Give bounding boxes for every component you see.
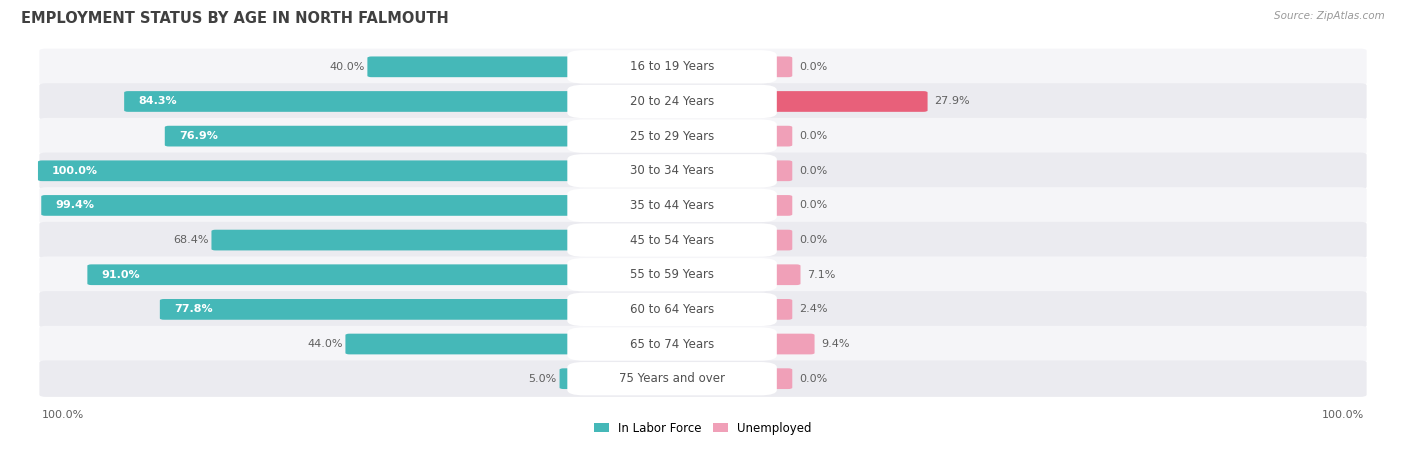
Text: 99.4%: 99.4% bbox=[55, 200, 94, 211]
Text: 75 Years and over: 75 Years and over bbox=[619, 372, 725, 385]
FancyBboxPatch shape bbox=[748, 299, 793, 320]
FancyBboxPatch shape bbox=[748, 195, 793, 216]
Text: 55 to 59 Years: 55 to 59 Years bbox=[630, 268, 714, 281]
FancyBboxPatch shape bbox=[748, 230, 793, 251]
FancyBboxPatch shape bbox=[748, 160, 793, 181]
FancyBboxPatch shape bbox=[38, 160, 596, 181]
Text: 0.0%: 0.0% bbox=[799, 166, 828, 176]
Text: 0.0%: 0.0% bbox=[799, 62, 828, 72]
FancyBboxPatch shape bbox=[748, 91, 928, 112]
FancyBboxPatch shape bbox=[124, 91, 596, 112]
FancyBboxPatch shape bbox=[748, 56, 793, 77]
FancyBboxPatch shape bbox=[165, 126, 596, 147]
Text: 27.9%: 27.9% bbox=[935, 96, 970, 107]
Text: 65 to 74 Years: 65 to 74 Years bbox=[630, 338, 714, 351]
FancyBboxPatch shape bbox=[39, 360, 1367, 397]
Text: 100.0%: 100.0% bbox=[52, 166, 98, 176]
FancyBboxPatch shape bbox=[567, 154, 776, 188]
Text: 60 to 64 Years: 60 to 64 Years bbox=[630, 303, 714, 316]
FancyBboxPatch shape bbox=[560, 368, 596, 389]
Text: EMPLOYMENT STATUS BY AGE IN NORTH FALMOUTH: EMPLOYMENT STATUS BY AGE IN NORTH FALMOU… bbox=[21, 11, 449, 26]
Text: 9.4%: 9.4% bbox=[821, 339, 851, 349]
FancyBboxPatch shape bbox=[39, 49, 1367, 85]
FancyBboxPatch shape bbox=[567, 258, 776, 292]
FancyBboxPatch shape bbox=[39, 256, 1367, 293]
Text: 45 to 54 Years: 45 to 54 Years bbox=[630, 234, 714, 247]
FancyBboxPatch shape bbox=[39, 153, 1367, 189]
FancyBboxPatch shape bbox=[567, 223, 776, 257]
FancyBboxPatch shape bbox=[39, 326, 1367, 362]
FancyBboxPatch shape bbox=[367, 56, 596, 77]
Text: 16 to 19 Years: 16 to 19 Years bbox=[630, 60, 714, 73]
Text: 84.3%: 84.3% bbox=[138, 96, 177, 107]
Text: 44.0%: 44.0% bbox=[307, 339, 343, 349]
FancyBboxPatch shape bbox=[39, 83, 1367, 120]
FancyBboxPatch shape bbox=[87, 264, 596, 285]
FancyBboxPatch shape bbox=[567, 189, 776, 222]
Text: 100.0%: 100.0% bbox=[42, 410, 84, 419]
Text: 25 to 29 Years: 25 to 29 Years bbox=[630, 130, 714, 143]
Text: 76.9%: 76.9% bbox=[179, 131, 218, 141]
FancyBboxPatch shape bbox=[567, 327, 776, 361]
FancyBboxPatch shape bbox=[39, 118, 1367, 154]
FancyBboxPatch shape bbox=[160, 299, 596, 320]
FancyBboxPatch shape bbox=[39, 291, 1367, 328]
Text: 0.0%: 0.0% bbox=[799, 374, 828, 384]
Text: 2.4%: 2.4% bbox=[799, 304, 828, 315]
Text: 7.1%: 7.1% bbox=[807, 270, 837, 280]
Text: 0.0%: 0.0% bbox=[799, 235, 828, 245]
Text: Source: ZipAtlas.com: Source: ZipAtlas.com bbox=[1274, 11, 1385, 21]
Text: 91.0%: 91.0% bbox=[101, 270, 141, 280]
FancyBboxPatch shape bbox=[567, 50, 776, 84]
Text: 100.0%: 100.0% bbox=[1322, 410, 1364, 419]
Text: 40.0%: 40.0% bbox=[329, 62, 364, 72]
Text: 0.0%: 0.0% bbox=[799, 131, 828, 141]
FancyBboxPatch shape bbox=[567, 119, 776, 153]
FancyBboxPatch shape bbox=[567, 85, 776, 118]
Legend: In Labor Force, Unemployed: In Labor Force, Unemployed bbox=[589, 417, 817, 440]
FancyBboxPatch shape bbox=[39, 187, 1367, 224]
Text: 20 to 24 Years: 20 to 24 Years bbox=[630, 95, 714, 108]
FancyBboxPatch shape bbox=[39, 222, 1367, 258]
Text: 35 to 44 Years: 35 to 44 Years bbox=[630, 199, 714, 212]
FancyBboxPatch shape bbox=[41, 195, 596, 216]
Text: 0.0%: 0.0% bbox=[799, 200, 828, 211]
Text: 68.4%: 68.4% bbox=[173, 235, 208, 245]
FancyBboxPatch shape bbox=[748, 126, 793, 147]
FancyBboxPatch shape bbox=[748, 333, 814, 355]
FancyBboxPatch shape bbox=[567, 362, 776, 396]
Text: 30 to 34 Years: 30 to 34 Years bbox=[630, 164, 714, 177]
Text: 5.0%: 5.0% bbox=[529, 374, 557, 384]
FancyBboxPatch shape bbox=[748, 368, 793, 389]
Text: 77.8%: 77.8% bbox=[174, 304, 212, 315]
FancyBboxPatch shape bbox=[346, 333, 596, 355]
FancyBboxPatch shape bbox=[748, 264, 800, 285]
FancyBboxPatch shape bbox=[211, 230, 596, 251]
FancyBboxPatch shape bbox=[567, 292, 776, 326]
